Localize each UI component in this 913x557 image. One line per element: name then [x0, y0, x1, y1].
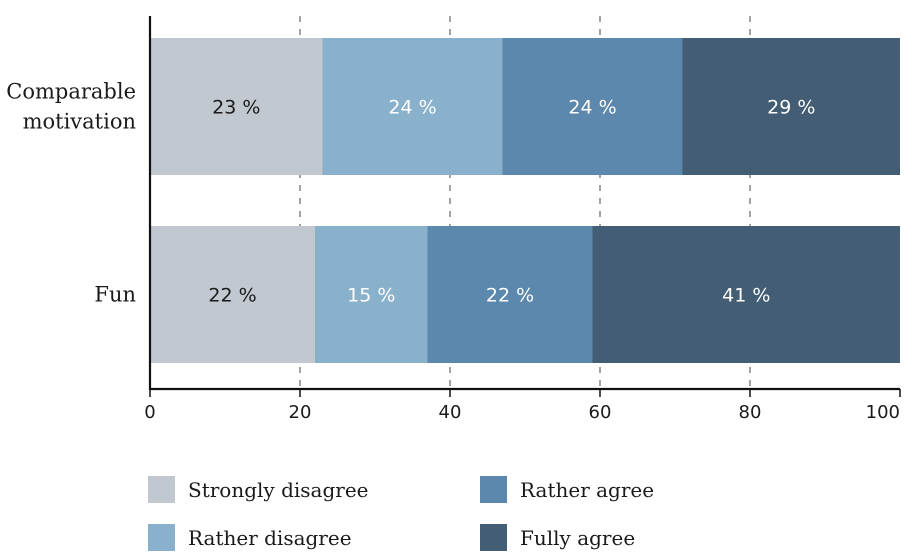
x-tick-label-100: 100	[866, 402, 900, 423]
data-label-comparable-motivation-rather-agree: 24 %	[568, 97, 616, 119]
bar-fun-rather-disagree	[315, 226, 428, 363]
data-label-fun-fully-agree: 41 %	[722, 285, 770, 307]
legend-label-rather-agree: Rather agree	[520, 477, 655, 502]
x-tick-label-20: 20	[289, 402, 312, 423]
stacked-bar-chart: 23 % 24 % 24 % 29 % 22 % 15 % 22 % 41 % Compara…	[6, 16, 901, 423]
legend: Strongly disagree Rather disagree Rather…	[148, 476, 708, 556]
legend-item-fully-agree: Fully agree	[480, 524, 635, 551]
data-label-comparable-motivation-fully-agree: 29 %	[767, 97, 815, 119]
grid-lines	[299, 16, 751, 389]
bar-comparable-motivation-rather-disagree	[322, 38, 503, 175]
bar-fun-rather-agree	[427, 226, 593, 363]
legend-label-rather-disagree: Rather disagree	[188, 525, 352, 550]
bars: 23 % 24 % 24 % 29 % 22 % 15 % 22 % 41 %	[150, 38, 900, 363]
data-label-comparable-motivation-rather-disagree: 24 %	[388, 97, 436, 119]
legend-swatch-fully-agree	[480, 524, 507, 551]
x-tick-label-60: 60	[589, 402, 612, 423]
legend-item-strongly-disagree: Strongly disagree	[148, 476, 369, 503]
bar-comparable-motivation-fully-agree	[682, 38, 900, 175]
data-label-fun-rather-agree: 22 %	[486, 285, 534, 307]
legend-item-rather-disagree: Rather disagree	[148, 524, 352, 551]
bar-fun-strongly-disagree	[150, 226, 315, 363]
category-label-comparable-motivation: Comparable motivation	[6, 80, 136, 134]
x-tick-label-40: 40	[439, 402, 462, 423]
x-tick-label-80: 80	[739, 402, 762, 423]
bar-comparable-motivation-rather-agree	[502, 38, 683, 175]
x-axis-ticks: 0 20 40 60 80 100	[144, 389, 901, 423]
x-tick-label-0: 0	[144, 402, 155, 423]
category-label-fun: Fun	[94, 283, 136, 307]
bar-comparable-motivation-strongly-disagree	[150, 38, 323, 175]
data-label-fun-rather-disagree: 15 %	[347, 285, 395, 307]
legend-item-rather-agree: Rather agree	[480, 476, 654, 503]
legend-swatch-rather-disagree	[148, 524, 175, 551]
legend-swatch-rather-agree	[480, 476, 507, 503]
category-labels: Comparable motivation Fun	[6, 80, 136, 307]
axes	[148, 16, 900, 391]
legend-swatch-strongly-disagree	[148, 476, 175, 503]
data-label-comparable-motivation-strongly-disagree: 23 %	[212, 97, 260, 119]
legend-label-fully-agree: Fully agree	[520, 525, 636, 550]
legend-label-strongly-disagree: Strongly disagree	[188, 477, 369, 502]
bar-fun-fully-agree	[592, 226, 900, 363]
data-label-fun-strongly-disagree: 22 %	[208, 285, 256, 307]
